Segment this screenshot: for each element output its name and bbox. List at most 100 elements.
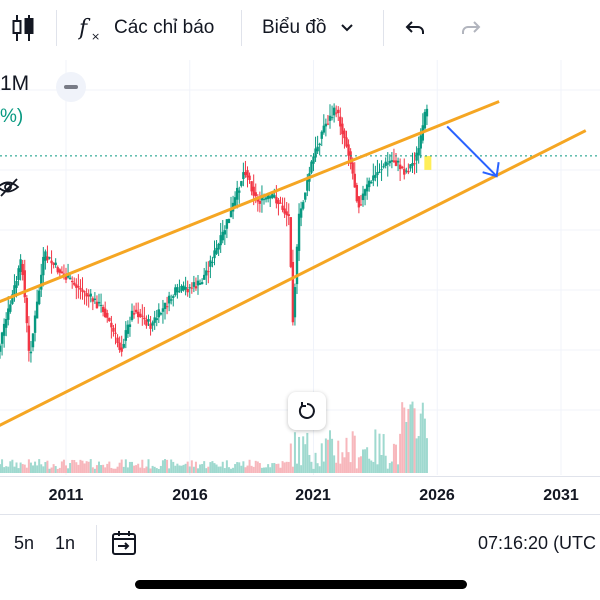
candle-body [68,277,72,280]
candle-body [254,192,257,197]
volume-bar [322,461,325,473]
volume-bar [339,463,342,473]
volume-bar [108,461,111,473]
clock-display[interactable]: 07:16:20 (UTC [478,533,597,553]
volume-bar [52,464,55,473]
range-1y-button[interactable]: 1n [55,533,76,553]
volume-bar [112,468,115,473]
chart-type-dropdown[interactable]: Biểu đồ [262,0,356,56]
redo-button[interactable] [459,0,483,56]
volume-bar [310,461,313,473]
reset-chart-button[interactable] [288,392,326,430]
volume-bar [106,463,109,473]
volume-bar [44,462,47,473]
volume-bar [81,460,84,473]
volume-bar [372,461,375,473]
candle-body [103,308,107,318]
volume-bar [42,466,45,473]
candle-body [370,181,373,184]
volume-bar [399,433,402,473]
volume-bar [79,459,82,473]
candle-body [413,163,416,165]
volume-bar [83,463,86,473]
volume-bar [182,464,185,473]
candle-body [367,180,371,188]
candle-body [380,169,383,171]
volume-bar [67,468,70,473]
volume-bar [279,467,282,473]
candle-body [184,286,187,290]
candle-body [180,285,183,292]
volume-bar [230,468,232,473]
candle-body [178,291,181,293]
indicators-button[interactable]: f × Các chỉ báo [78,0,214,56]
volume-bar [157,468,160,473]
volume-bar [275,463,278,473]
minus-icon [64,85,78,89]
candle-body [56,267,59,273]
volume-bar [197,468,199,473]
volume-bar [256,461,259,473]
svg-text:×: × [91,30,100,43]
candle-body [50,260,53,264]
volume-bar [324,438,327,473]
candle-body [122,343,125,348]
eye-off-icon[interactable] [0,176,22,198]
volume-bar [120,459,123,473]
candle-body [235,187,239,200]
x-tick-label: 2031 [543,487,579,504]
volume-bar [407,408,410,473]
chevron-down-icon [341,24,354,32]
candle-body [13,285,16,296]
volume-bar [240,465,243,473]
volume-bar [25,467,28,473]
candle-body [130,310,134,321]
volume-bar [126,467,129,473]
volume-bar [60,461,63,473]
range-5y-button[interactable]: 5n [14,533,35,553]
volume-bar [306,432,309,473]
volume-bar [131,461,133,473]
volume-bar [180,465,183,473]
candle-body [341,123,344,135]
candle-body [229,209,233,218]
volume-bar [390,461,393,473]
undo-button[interactable] [403,0,427,56]
volume-bar [244,467,247,473]
volume-bar [141,459,144,473]
candle-body [279,202,282,204]
time-axis[interactable]: 2011 2016 2021 2026 2031 [0,476,600,513]
volume-bar [258,463,261,473]
candle-body [347,144,350,156]
volume-bar [232,467,235,473]
volume-bar [291,466,294,473]
candle-body [87,294,90,297]
volume-bar [46,460,49,473]
candle-body [95,301,99,309]
volume-bar [155,468,158,473]
x-tick-label: 2021 [295,487,331,504]
candle-body [297,213,301,251]
toolbar-divider [383,10,384,46]
candle-body [318,143,321,146]
candles-button[interactable] [12,0,34,56]
candle-body [21,263,24,275]
candle-body [190,287,194,289]
goto-date-icon[interactable] [110,529,138,557]
candle-body [116,337,119,343]
volume-bar [159,465,162,473]
volume-bar [170,459,173,473]
volume-bar [281,461,284,473]
candle-body [365,184,369,192]
candle-body [330,117,334,119]
volume-bar [151,465,154,473]
candle-body [40,274,43,290]
candle-body [287,214,290,217]
candle-body [139,313,142,317]
price-chart[interactable] [0,60,600,475]
candle-body [110,322,113,328]
candle-body [186,288,189,293]
candle-body [77,286,80,288]
collapse-legend-button[interactable] [56,72,86,102]
candle-body [11,294,14,304]
